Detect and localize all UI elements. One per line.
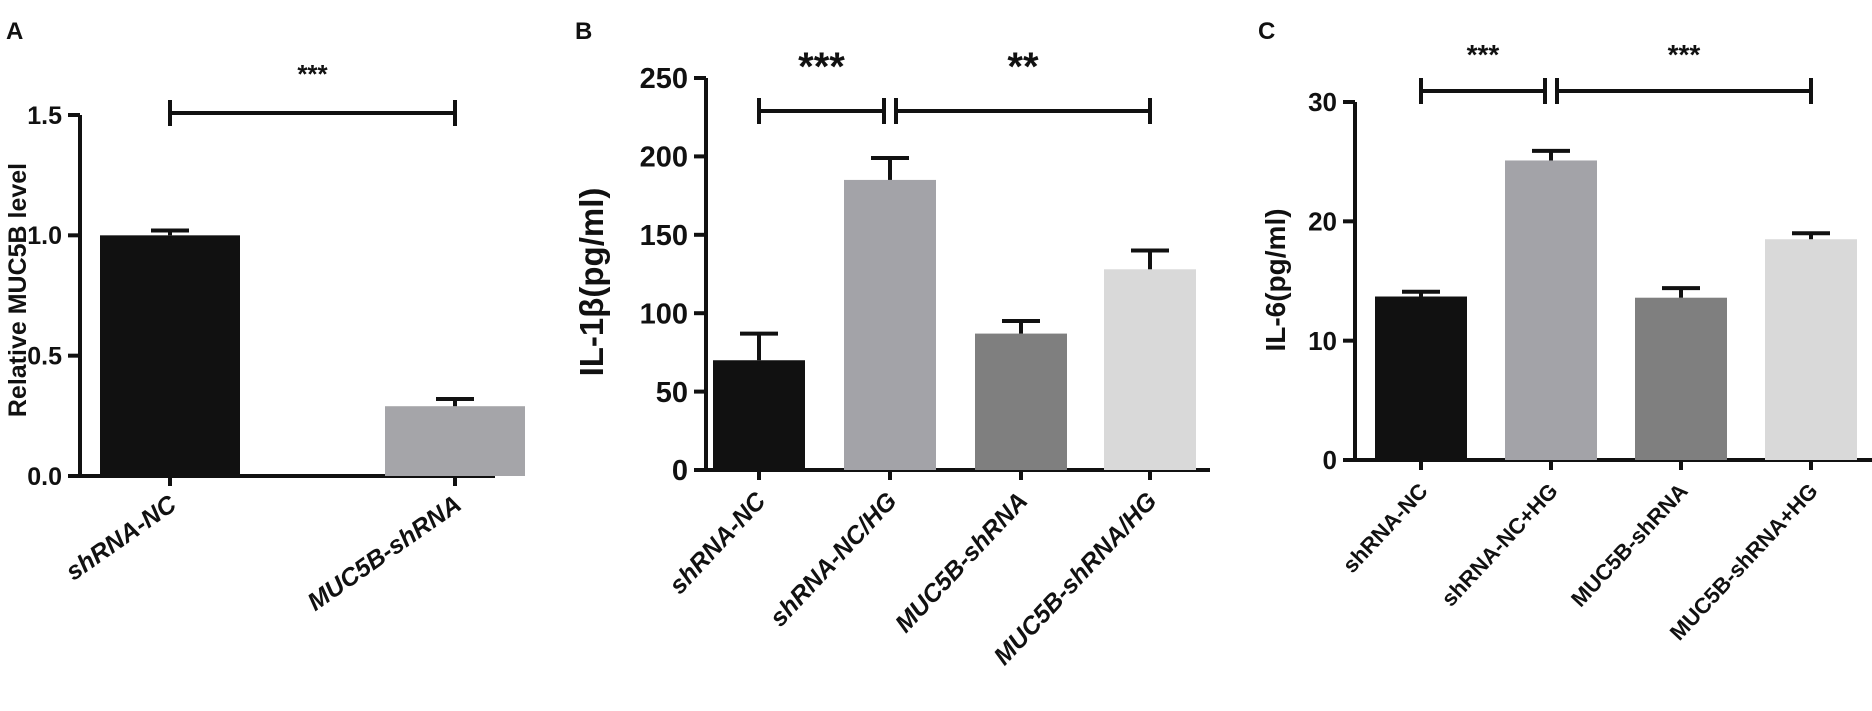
panel-b-y-tick-label: 200: [640, 142, 688, 174]
panel-b-y-tick-label: 250: [640, 63, 688, 95]
panel-c-bar: [1635, 297, 1727, 460]
panel-b-y-tick-label: 0: [672, 455, 688, 487]
panel-b-bar: [844, 179, 936, 471]
panel-b-y-tick-label: 150: [640, 220, 688, 252]
panel-c-bar: [1375, 296, 1467, 460]
panel-b-bar: [1104, 269, 1196, 470]
panel-a-y-tick-label: 1.5: [27, 102, 62, 130]
panel-b-y-axis-title: IL-1β(pg/ml): [573, 188, 610, 377]
panel-b-category-label: shRNA-NC/HG: [764, 487, 902, 632]
panel-a-category-label: shRNA-NC: [61, 489, 182, 586]
panel-c-y-tick-label: 0: [1323, 445, 1337, 475]
panel-a-bar: [385, 406, 525, 476]
panel-c-bar: [1765, 239, 1857, 460]
panel-c-y-tick-label: 20: [1308, 206, 1337, 236]
panel-b-significance-label: ***: [798, 45, 845, 89]
panel-a-y-tick-label: 1.0: [27, 222, 62, 250]
panel-a-y-tick-label: 0.5: [27, 342, 62, 370]
panel-a-significance-label: ***: [297, 59, 328, 89]
panel-b-label: B: [575, 18, 592, 45]
panel-a-bar: [100, 235, 240, 476]
panel-c-category-label: shRNA-NC: [1338, 478, 1433, 577]
panel-c-label: C: [1258, 18, 1275, 45]
panel-b-category-label: MUC5B-shRNA: [890, 487, 1034, 638]
panel-c-significance-label: ***: [1668, 39, 1701, 70]
panel-c-y-axis-title: IL-6(pg/ml): [1260, 208, 1291, 351]
panel-b-bar: [713, 360, 805, 470]
panel-b-significance-label: **: [1007, 45, 1039, 89]
panel-c-y-tick-label: 10: [1308, 326, 1337, 356]
panel-b-y-tick-label: 50: [656, 377, 688, 409]
panel-a-y-tick-label: 0.0: [27, 463, 62, 491]
panel-c-category-label: shRNA-NC+HG: [1436, 478, 1562, 611]
panel-c-significance-label: ***: [1467, 39, 1500, 70]
panel-b-bar: [975, 333, 1067, 470]
panel-a-label: A: [6, 18, 23, 45]
panel-c-bar: [1505, 160, 1597, 460]
panel-a-category-label: MUC5B-shRNA: [302, 490, 466, 617]
panel-c-category-label: MUC5B-shRNA+HG: [1665, 478, 1823, 645]
panel-c-y-tick-label: 30: [1308, 87, 1337, 117]
panel-b-y-tick-label: 100: [640, 298, 688, 330]
panel-b-category-label: shRNA-NC: [664, 486, 772, 599]
panel-a-y-axis-title: Relative MUC5B level: [4, 163, 32, 417]
panel-c-category-label: MUC5B-shRNA: [1566, 478, 1693, 611]
